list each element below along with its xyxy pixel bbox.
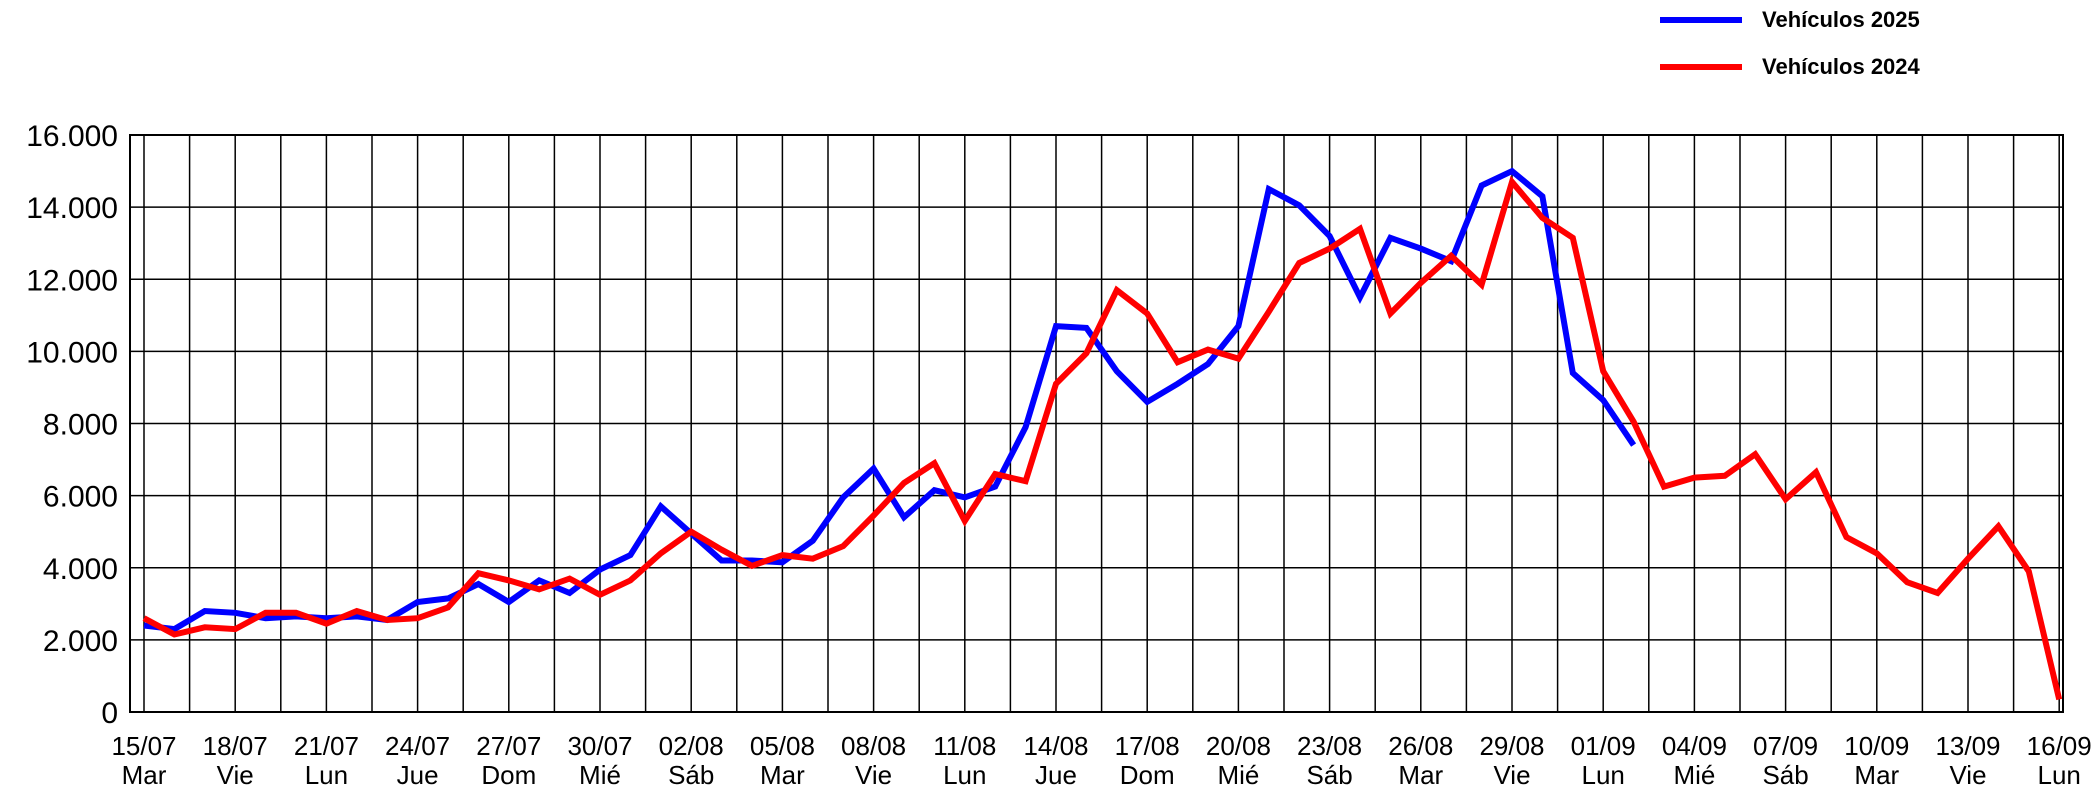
y-tick-label: 12.000 [26, 264, 118, 297]
plot-frame [129, 134, 2064, 713]
y-tick-label: 2.000 [43, 625, 118, 658]
x-tick-day: Vie [855, 760, 892, 789]
x-tick-day: Mié [579, 760, 621, 789]
legend-label-2025: Vehículos 2025 [1762, 7, 1920, 32]
x-tick-date: 23/08 [1297, 731, 1362, 761]
x-tick-day: Jue [1035, 760, 1077, 789]
x-tick-day: Vie [1949, 760, 1986, 789]
x-tick-day: Dom [1120, 760, 1175, 789]
x-tick-day: Mar [760, 760, 805, 789]
x-tick-day: Dom [481, 760, 536, 789]
x-tick-date: 30/07 [567, 731, 632, 761]
legend: Vehículos 2025 Vehículos 2024 [1660, 0, 2080, 95]
legend-item-2024: Vehículos 2024 [1660, 47, 1920, 87]
x-tick-date: 01/09 [1571, 731, 1636, 761]
legend-item-2025: Vehículos 2025 [1660, 0, 1920, 40]
x-tick-day: Lun [305, 760, 348, 789]
x-tick-date: 05/08 [750, 731, 815, 761]
y-tick-label: 4.000 [43, 553, 118, 586]
x-tick-date: 15/07 [111, 731, 176, 761]
y-tick-label: 10.000 [26, 336, 118, 369]
x-tick-day: Vie [1493, 760, 1530, 789]
y-tick-label: 8.000 [43, 409, 118, 442]
x-tick-date: 24/07 [385, 731, 450, 761]
x-tick-date: 14/08 [1023, 731, 1088, 761]
x-tick-date: 07/09 [1753, 731, 1818, 761]
x-tick-date: 29/08 [1479, 731, 1544, 761]
y-axis-ticks: 0 2.000 4.000 6.000 8.000 10.000 12.000 14.000 1… [26, 120, 118, 730]
x-tick-date: 04/09 [1662, 731, 1727, 761]
x-tick-day: Lun [1582, 760, 1625, 789]
x-tick-date: 02/08 [659, 731, 724, 761]
x-tick-date: 11/08 [933, 731, 996, 761]
series-line-0 [143, 167, 1637, 633]
x-tick-day: Mié [1217, 760, 1259, 789]
x-tick-date: 18/07 [203, 731, 268, 761]
x-tick-day: Sáb [1762, 760, 1808, 789]
x-tick-day: Mar [1854, 760, 1899, 789]
x-tick-day: Sáb [1306, 760, 1352, 789]
x-tick-date: 08/08 [841, 731, 906, 761]
series-lines [142, 167, 2063, 701]
x-tick-day: Mié [1673, 760, 1715, 789]
series-line-1 [142, 175, 2063, 701]
x-tick-date: 27/07 [476, 731, 541, 761]
grid-lines [130, 134, 2063, 713]
legend-swatch-2025 [1660, 17, 1742, 23]
x-tick-day: Lun [943, 760, 986, 789]
x-tick-date: 21/07 [294, 731, 359, 761]
y-tick-label: 16.000 [26, 120, 118, 153]
x-axis-ticks: 15/07Mar18/07Vie21/07Lun24/07Jue27/07Dom… [111, 731, 2091, 789]
y-tick-label: 0 [101, 697, 118, 730]
x-tick-date: 17/08 [1115, 731, 1180, 761]
x-tick-date: 16/09 [2027, 731, 2092, 761]
x-tick-date: 10/09 [1844, 731, 1909, 761]
x-tick-date: 26/08 [1388, 731, 1453, 761]
legend-swatch-2024 [1660, 64, 1742, 70]
x-tick-day: Vie [217, 760, 254, 789]
x-tick-day: Jue [397, 760, 439, 789]
x-tick-date: 20/08 [1206, 731, 1271, 761]
legend-label-2024: Vehículos 2024 [1762, 54, 1920, 79]
x-tick-day: Lun [2038, 760, 2081, 789]
y-tick-label: 6.000 [43, 481, 118, 514]
y-tick-label: 14.000 [26, 192, 118, 225]
x-tick-day: Mar [122, 760, 167, 789]
x-tick-day: Mar [1398, 760, 1443, 789]
x-tick-day: Sáb [668, 760, 714, 789]
x-tick-date: 13/09 [1935, 731, 2000, 761]
